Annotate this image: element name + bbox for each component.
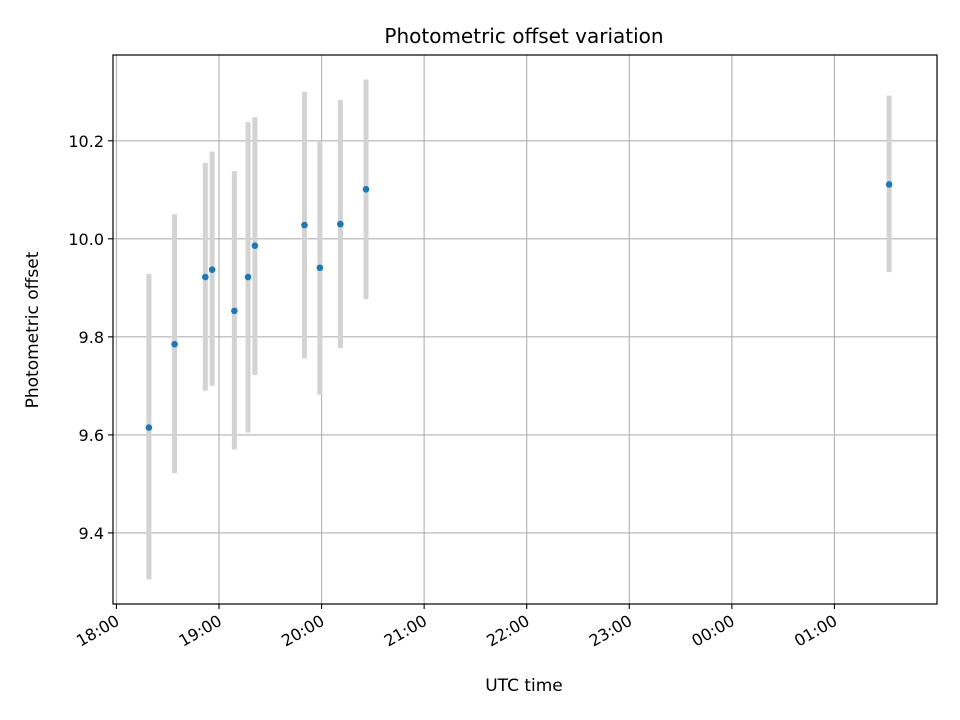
data-point [337,220,344,228]
y-tick-label: 9.4 [79,524,104,543]
y-tick-label: 9.6 [79,426,104,445]
data-point [202,273,209,281]
data-point [208,266,216,273]
data-point [362,186,370,193]
data-point [231,307,238,315]
data-point [251,242,259,249]
y-tick-label: 9.8 [79,328,104,347]
y-axis-label: Photometric offset [23,251,43,408]
chart-title: Photometric offset variation [384,24,663,48]
data-point [244,273,252,281]
data-point [885,181,893,188]
data-point [316,264,324,272]
data-point [171,340,178,348]
x-axis-label: UTC time [485,676,563,696]
y-axis-ticks: 9.4 9.6 9.8 10.0 10.2 [68,132,113,543]
y-tick-label: 10.0 [68,230,104,249]
plot-frame [112,54,938,605]
y-tick-label: 10.2 [68,132,104,151]
data-point [145,424,153,431]
data-points [145,181,893,431]
data-point [301,221,308,229]
